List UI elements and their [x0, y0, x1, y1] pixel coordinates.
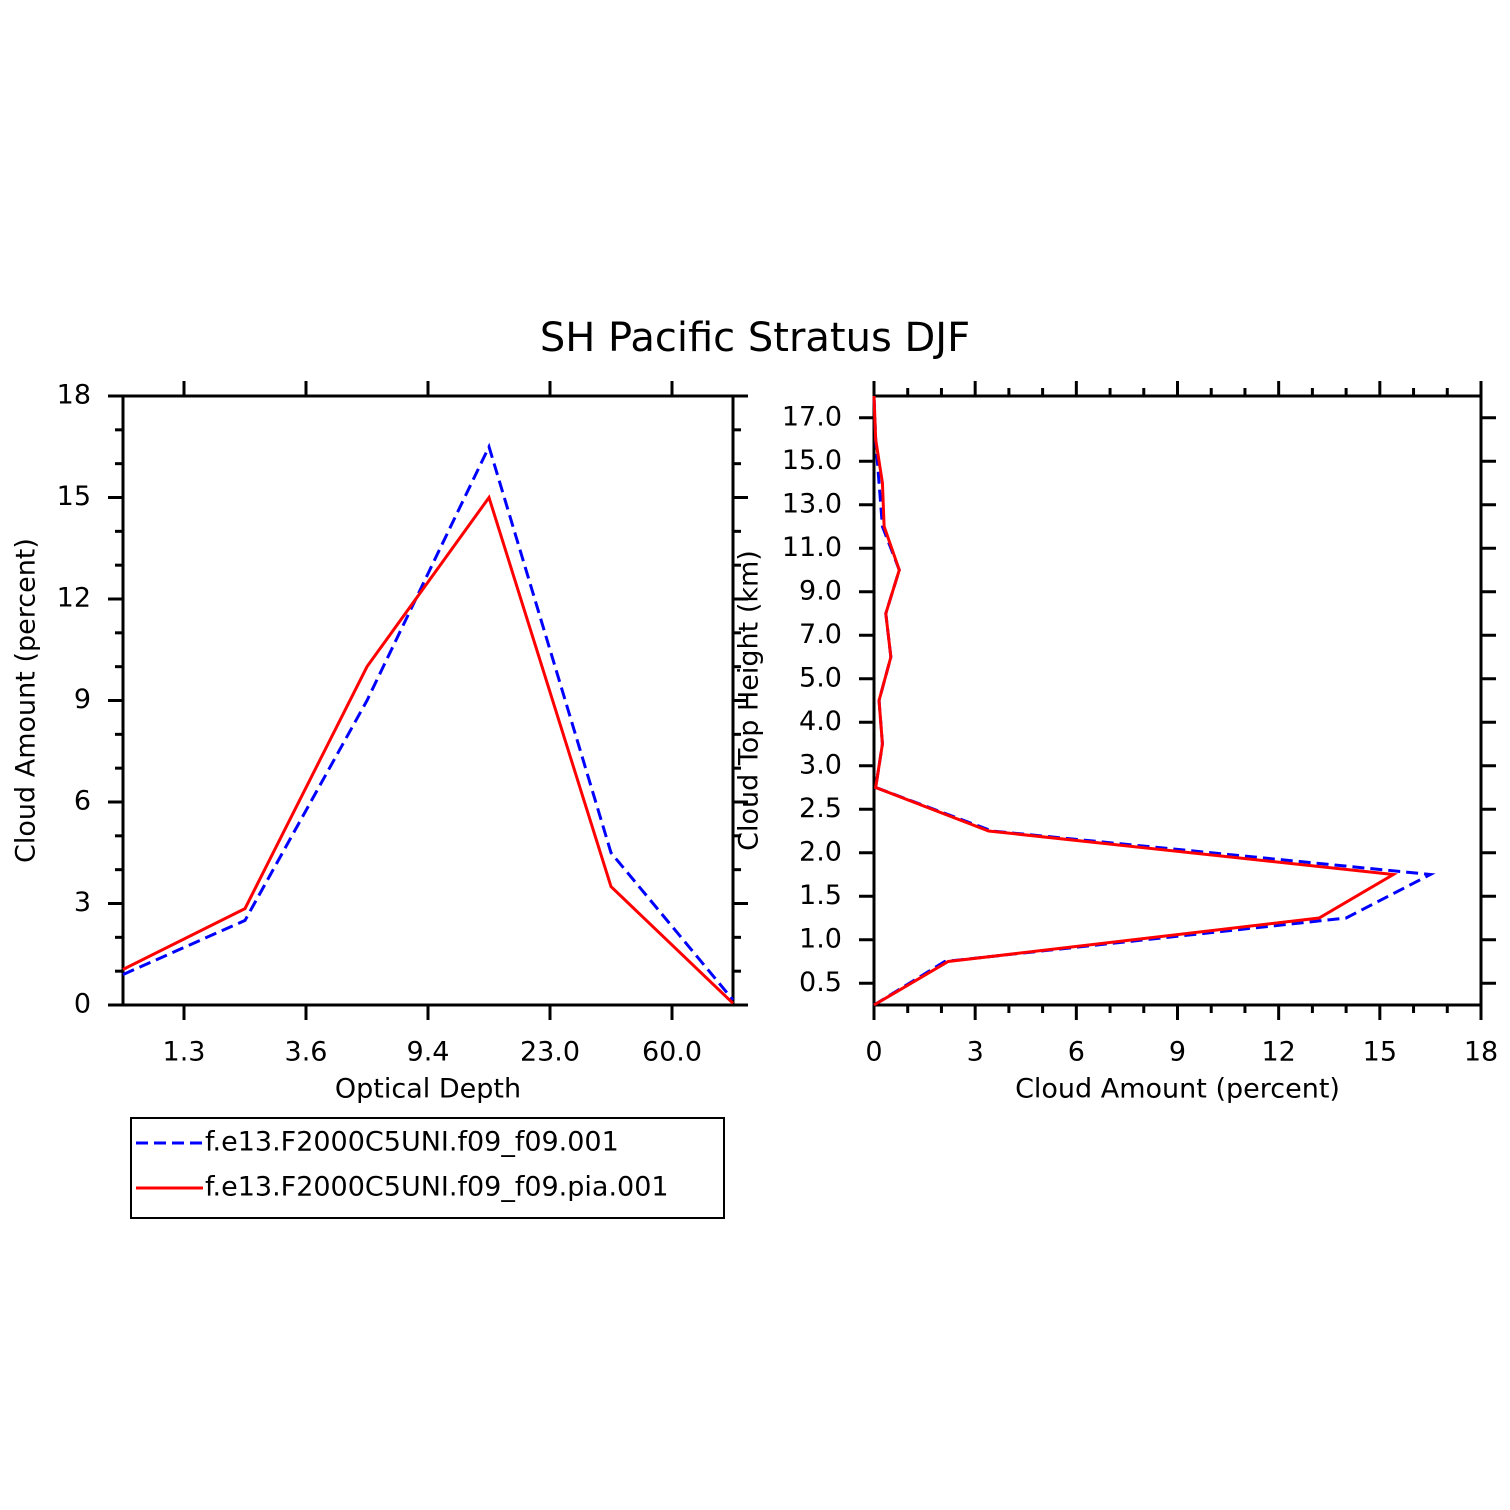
plot-frame: [121, 394, 735, 1007]
y-tick-label: 7.0: [799, 619, 842, 650]
y-tick-label: 1.0: [799, 923, 842, 954]
y-tick-label: 3.0: [799, 749, 842, 780]
series-line: [122, 494, 735, 1005]
y-tick-label: 6: [74, 786, 91, 817]
x-tick-label: 9: [1169, 1037, 1186, 1068]
y-tick-label: 11.0: [782, 532, 842, 563]
x-tick-label: 3: [967, 1037, 984, 1068]
series-line: [122, 442, 735, 1001]
y-tick-label: 17.0: [782, 401, 842, 432]
x-tick-label: 0: [865, 1037, 882, 1068]
y-tick-label: 0.5: [799, 967, 842, 998]
y-tick-label: 12: [57, 583, 91, 614]
x-axis-label: Cloud Amount (percent): [1015, 1074, 1340, 1105]
x-tick-label: 12: [1261, 1037, 1295, 1068]
plot-frame: [872, 394, 1483, 1007]
x-tick-label: 3.6: [285, 1037, 328, 1068]
legend-label: f.e13.F2000C5UNI.f09_f09.pia.001: [205, 1172, 669, 1203]
y-tick-label: 2.5: [799, 793, 842, 824]
x-tick-label: 15: [1363, 1037, 1397, 1068]
y-tick-label: 9.0: [799, 575, 842, 606]
x-tick-label: 18: [1464, 1037, 1498, 1068]
x-tick-label: 6: [1068, 1037, 1085, 1068]
y-tick-label: 18: [57, 380, 91, 411]
y-tick-label: 1.5: [799, 880, 842, 911]
y-axis-label: Cloud Amount (percent): [11, 538, 42, 863]
y-tick-label: 15: [57, 481, 91, 512]
x-tick-label: 60.0: [642, 1037, 702, 1068]
y-tick-label: 9: [74, 684, 91, 715]
legend-box: [130, 1117, 725, 1219]
x-tick-label: 23.0: [520, 1037, 580, 1068]
y-tick-label: 5.0: [799, 662, 842, 693]
y-axis-label: Cloud Top Height (km): [734, 550, 765, 851]
series-line: [872, 395, 1436, 1007]
y-tick-label: 2.0: [799, 836, 842, 867]
x-tick-label: 9.4: [407, 1037, 450, 1068]
y-tick-label: 3: [74, 887, 91, 918]
legend-label: f.e13.F2000C5UNI.f09_f09.001: [205, 1127, 619, 1158]
x-tick-label: 1.3: [163, 1037, 206, 1068]
page-title: SH Pacific Stratus DJF: [540, 315, 970, 361]
y-tick-label: 13.0: [782, 488, 842, 519]
x-axis-label: Optical Depth: [335, 1074, 521, 1105]
series-line: [872, 395, 1399, 1007]
y-tick-label: 4.0: [799, 706, 842, 737]
y-tick-label: 15.0: [782, 445, 842, 476]
y-tick-label: 0: [74, 989, 91, 1020]
